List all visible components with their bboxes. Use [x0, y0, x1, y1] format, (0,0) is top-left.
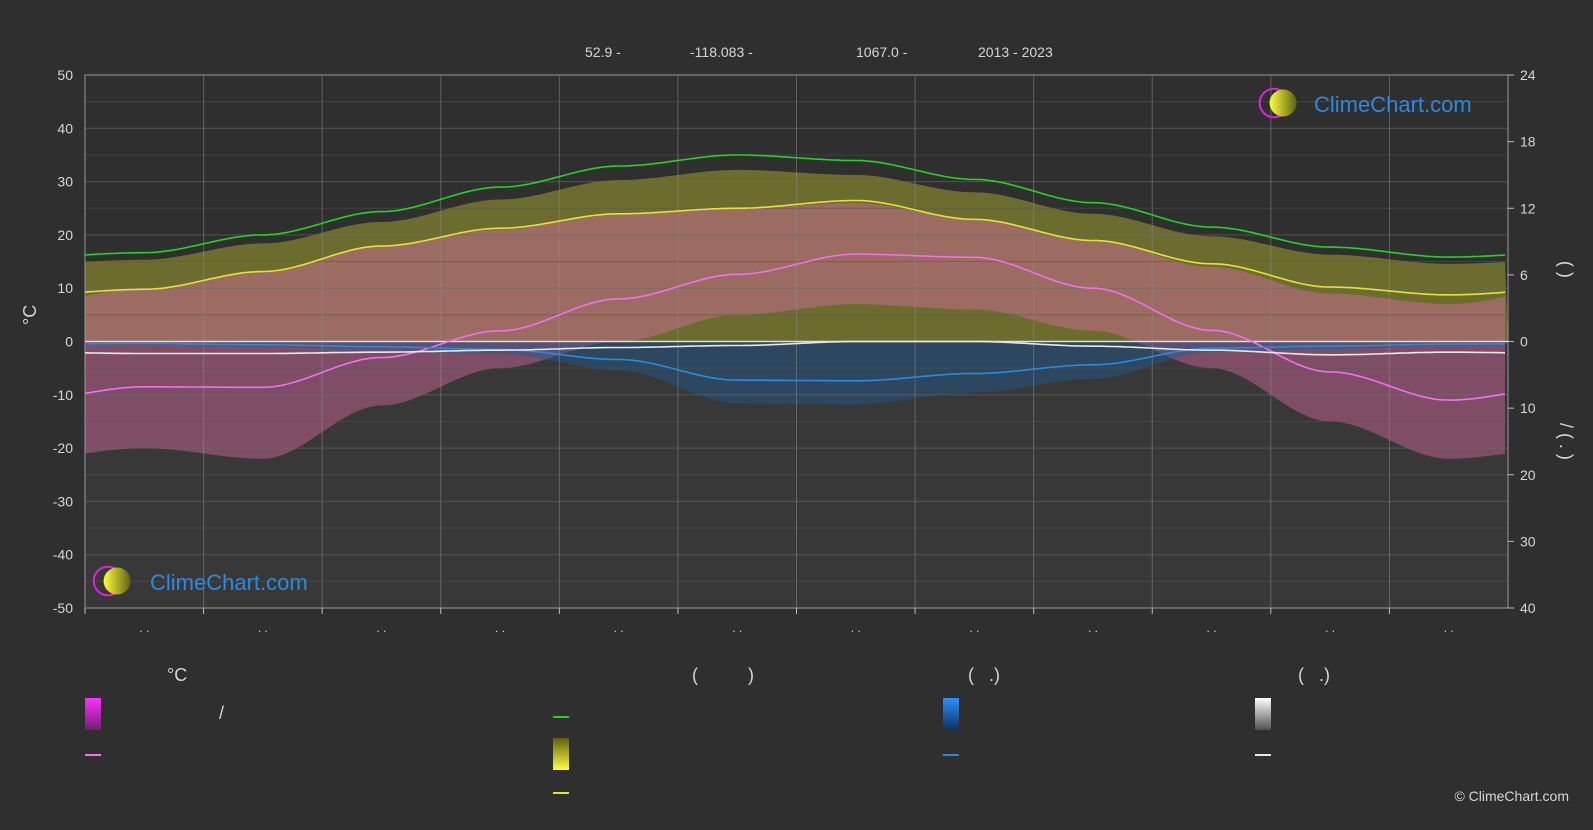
- header-longitude: -118.083 -: [690, 44, 753, 60]
- y-tick-label-right-mm: 30: [1520, 533, 1536, 549]
- y-tick-label-left: 50: [57, 67, 73, 83]
- legend-temp-range-swatch: [85, 698, 101, 730]
- x-tick-label: . .: [258, 621, 268, 635]
- x-tick-label: . .: [851, 621, 861, 635]
- y-tick-label-left: 0: [65, 334, 73, 350]
- x-tick-label: . .: [376, 621, 386, 635]
- y-tick-label-right-mm: 10: [1520, 400, 1536, 416]
- header-elevation: 1067.0 -: [856, 44, 908, 60]
- x-tick-label: . .: [1325, 621, 1335, 635]
- y-tick-label-left: 10: [57, 280, 73, 296]
- y-tick-label-right-hours: 18: [1520, 134, 1536, 150]
- watermark-top-sun-icon: [1269, 89, 1297, 117]
- series-line-sunshine: [84, 199, 1506, 296]
- legend-temp-mean-swatch: [85, 754, 101, 756]
- legend-snow-mean-swatch: [1255, 754, 1271, 756]
- y-tick-label-left: -40: [53, 547, 73, 563]
- y-tick-label-right-hours: 0: [1520, 334, 1528, 350]
- x-tick-label: . .: [969, 621, 979, 635]
- y-axis-label-right-bottom: / ( . ): [1556, 423, 1576, 460]
- y-axis-label-left: °C: [20, 305, 40, 325]
- legend-snow-heading: ( .): [1298, 665, 1330, 685]
- legend-daylight-swatch: [553, 716, 569, 718]
- y-tick-label-left: -10: [53, 387, 73, 403]
- x-tick-label: . .: [614, 621, 624, 635]
- copyright: © ClimeChart.com: [1454, 788, 1569, 804]
- watermark-bottom-text: ClimeChart.com: [150, 570, 308, 595]
- temperature-range-area: [85, 202, 1505, 459]
- y-tick-label-right-hours: 12: [1520, 200, 1536, 216]
- legend-sun-heading: ( ): [692, 665, 754, 685]
- legend-temperature-heading: °C: [167, 665, 188, 685]
- legend-rain-mean-swatch: [943, 754, 959, 756]
- x-tick-label: . .: [1444, 621, 1454, 635]
- y-tick-label-left: -30: [53, 493, 73, 509]
- legend-snow-range-swatch: [1255, 698, 1271, 730]
- legend-rain-heading: ( .): [968, 665, 1000, 685]
- x-tick-label: . .: [1088, 621, 1098, 635]
- legend-sunshine-swatch: [553, 792, 569, 794]
- legend-temp-range-slash: /: [219, 703, 225, 723]
- watermark-bottom-sun-icon: [103, 567, 131, 595]
- series-line-snow: [84, 340, 1506, 356]
- legend-rain-range-swatch: [943, 698, 959, 730]
- y-tick-label-right-hours: 6: [1520, 267, 1528, 283]
- y-tick-label-left: 20: [57, 227, 73, 243]
- y-tick-label-left: -50: [53, 600, 73, 616]
- x-tick-label: . .: [732, 621, 742, 635]
- x-tick-label: . .: [1207, 621, 1217, 635]
- y-tick-label-right-mm: 20: [1520, 467, 1536, 483]
- series-line-daylight: [84, 154, 1506, 258]
- watermark-top-text: ClimeChart.com: [1314, 92, 1472, 117]
- y-tick-label-left: -20: [53, 440, 73, 456]
- series-line-temp_mean: [84, 253, 1506, 401]
- x-tick-label: . .: [139, 621, 149, 635]
- series-line-rain: [85, 342, 1505, 382]
- y-axis-label-right-top: ( ): [1556, 261, 1576, 278]
- x-tick-label: . .: [495, 621, 505, 635]
- y-tick-label-right-hours: 24: [1520, 67, 1536, 83]
- plot-area: 50 40 30 20 10 0 -10 -20 -30 -40 -50 °C 24 18 12 6 0 10 20…: [20, 67, 1576, 635]
- y-tick-label-left: 30: [57, 174, 73, 190]
- header-latitude: 52.9 -: [585, 44, 621, 60]
- legend-sunshine-range-swatch: [553, 738, 569, 770]
- y-tick-label-right-mm: 40: [1520, 600, 1536, 616]
- header-years: 2013 - 2023: [978, 44, 1053, 60]
- y-tick-label-left: 40: [57, 120, 73, 136]
